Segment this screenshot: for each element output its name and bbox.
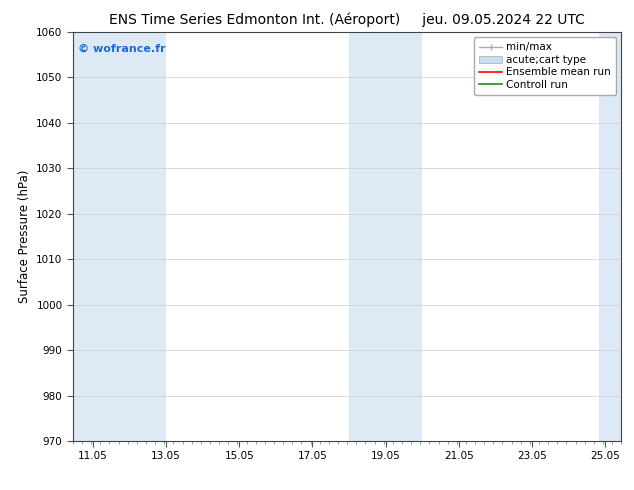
- Text: © wofrance.fr: © wofrance.fr: [79, 44, 166, 54]
- Bar: [599, 32, 621, 441]
- Y-axis label: Surface Pressure (hPa): Surface Pressure (hPa): [18, 170, 30, 303]
- Bar: [73, 32, 166, 441]
- Title: ENS Time Series Edmonton Int. (Aéroport)     jeu. 09.05.2024 22 UTC: ENS Time Series Edmonton Int. (Aéroport)…: [109, 12, 585, 26]
- Legend: min/max, acute;cart type, Ensemble mean run, Controll run: min/max, acute;cart type, Ensemble mean …: [474, 37, 616, 95]
- Bar: [349, 32, 422, 441]
